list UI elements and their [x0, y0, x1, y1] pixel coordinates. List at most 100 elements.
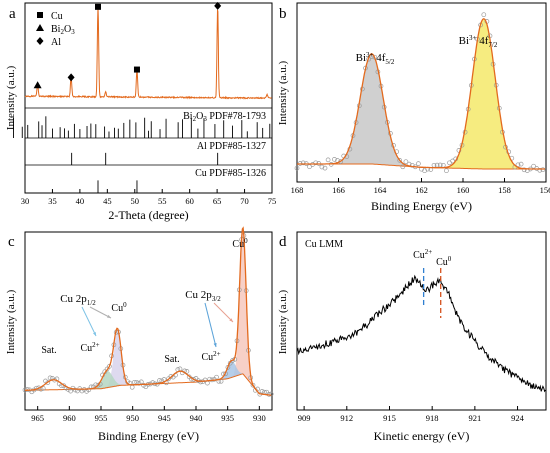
panel-a-legend-marker-square [37, 12, 43, 18]
panel-c-data-point [168, 374, 174, 379]
panel-c-data-point [230, 358, 235, 363]
panel-a-peak-marker-triangle [33, 81, 42, 89]
panel-d-x-tick-label: 918 [426, 413, 439, 423]
panel-c-x-tick-label: 955 [95, 413, 108, 423]
panel-b-data-point [437, 162, 443, 168]
panel-b-data-point [313, 160, 319, 166]
panel-a-legend-marker-diamond [36, 37, 44, 45]
panel-c-data-point [150, 380, 156, 385]
panel-c-x-tick-label: 940 [190, 413, 203, 423]
panel-c-sat-label: Sat. [164, 354, 179, 365]
panel-c-data-point [205, 380, 210, 386]
panel-c-arrow-cu2-head [213, 343, 217, 347]
panel-d-x-tick-label: 921 [468, 413, 481, 423]
panel-c-envelope-line [24, 226, 272, 396]
panel-d-x-tick-label: 912 [340, 413, 353, 423]
panel-b-x-tick-label: 158 [498, 185, 511, 195]
panel-c-arrow-cu2 [204, 302, 217, 348]
panel-c-arrow-cu2 [81, 306, 97, 337]
panel-c-data-point [95, 382, 101, 388]
panel-c-cu0-label: Cu0 [232, 237, 248, 250]
panel-a-x-tick-label: 75 [268, 196, 277, 206]
panel-c-data-point [68, 388, 73, 394]
panel-c-data-point [24, 387, 30, 392]
panel-b-xlabel: Binding Energy (eV) [371, 199, 472, 213]
panel-c-data-point [86, 387, 92, 393]
panel-c-data-point [214, 374, 219, 380]
panel-c-data-point [129, 384, 135, 390]
panel-b-x-tick-label: 168 [291, 185, 304, 195]
panel-b-data-point [319, 164, 325, 170]
panel-d-ylabel: Intensity (a.u.) [277, 289, 289, 354]
panel-b-data-point [294, 165, 300, 171]
panel-b-peak-label: Bi3+ 4f5/2 [356, 51, 395, 66]
panel-c-data-point [136, 380, 142, 386]
panel-a-peak-marker-square [133, 66, 140, 73]
panel-c-xlabel: Binding Energy (eV) [98, 429, 199, 443]
panel-b-data-point [481, 12, 487, 18]
panel-c-frame [24, 231, 273, 411]
panel-d-letter: d [279, 234, 287, 250]
panel-c-cu0-label: Cu0 [111, 301, 127, 314]
panel-c-arrow-cu0 [213, 302, 234, 323]
panel-c-cu2-label: Cu2+ [201, 350, 220, 363]
panel-c-data-point [45, 380, 51, 385]
panel-c-letter: c [8, 234, 15, 250]
panel-b-envelope-line [297, 17, 545, 170]
panel-a-x-tick-label: 30 [21, 196, 30, 206]
panel-c-data-point [47, 375, 53, 381]
panel-a-x-tick-label: 60 [185, 196, 194, 206]
panel-a-legend-marker-triangle [36, 24, 44, 31]
panel-c-data-point [107, 364, 112, 369]
panel-d-xlabel: Kinetic energy (eV) [374, 429, 470, 443]
panel-b-data-point [403, 159, 409, 165]
panel-c-data-point [218, 378, 224, 384]
panel-b-data-point [300, 160, 306, 166]
panel-d-auger-line [296, 274, 546, 393]
panel-b-data-point [444, 168, 449, 174]
panel-d-frame [296, 231, 547, 411]
panel-c-component-fill [92, 331, 143, 389]
panel-c-x-tick-label: 935 [221, 413, 234, 423]
panel-a-legend-label: Al [51, 37, 61, 48]
panel-c-data-point [202, 377, 208, 383]
panel-b-data-point [400, 164, 406, 170]
panel-a-legend-label: Cu [51, 11, 63, 22]
panel-a-legend-label: Bi2O3 [51, 24, 75, 36]
panel-a-ref-label: Cu PDF#85-1326 [195, 168, 266, 179]
panel-b-component-fill [305, 53, 439, 168]
panel-c-data-point [250, 382, 256, 388]
panel-c-cu2p12-label: Cu 2p1/2 [60, 293, 96, 307]
panel-c-x-tick-label: 950 [126, 413, 139, 423]
panel-b-data-point [332, 157, 337, 162]
panel-c-data-point [72, 387, 78, 393]
panel-a-x-tick-label: 70 [240, 196, 249, 206]
panel-c-data-point [198, 379, 203, 385]
panel-b-x-tick-label: 156 [540, 185, 550, 195]
panel-d-x-tick-label: 924 [511, 413, 525, 423]
panel-d-marker-label: Cu2+ [413, 248, 432, 261]
panel-a-xlabel: 2-Theta (degree) [108, 208, 188, 222]
panel-c-data-point [191, 377, 197, 382]
panel-c-x-tick-label: 965 [31, 413, 44, 423]
panel-c-data-point [184, 369, 190, 374]
panel-b-data-point [397, 158, 403, 163]
panel-a-ylabel: Intensity (a.u.) [5, 65, 17, 130]
panel-c-cu2-label: Cu2+ [80, 341, 99, 354]
panel-d-x-tick-label: 915 [383, 413, 396, 423]
panel-a-letter: a [9, 6, 16, 22]
panel-d-title: Cu LMM [305, 239, 343, 250]
panel-b-x-tick-label: 160 [457, 185, 470, 195]
panel-c-data-point [40, 386, 46, 391]
panel-c-x-tick-label: 930 [253, 413, 266, 423]
panel-a-peak-marker-square [95, 3, 102, 10]
panel-a-xrd-line [24, 6, 272, 100]
panel-a-ref-label: Bi2O3 PDF#78-1793 [183, 111, 266, 123]
panel-b-x-tick-label: 164 [374, 185, 388, 195]
panel-c-component-fill [206, 360, 257, 391]
panel-b-ylabel: Intensity (a.u.) [277, 60, 289, 125]
panel-b-data-point [416, 161, 421, 166]
panel-b-data-point [521, 167, 527, 173]
panel-c-arrow-cu0-head [107, 314, 111, 318]
